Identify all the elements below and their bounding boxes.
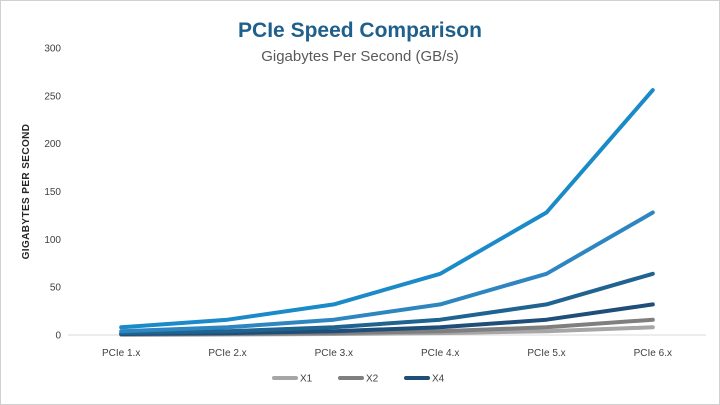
x-tick-label: PCIe 5.x xyxy=(527,348,565,359)
y-tick-label: 200 xyxy=(44,139,61,150)
legend-label-x1: X1 xyxy=(300,374,313,385)
series-lines xyxy=(119,88,655,337)
x-tick-label: PCIe 1.x xyxy=(102,348,140,359)
chart-subtitle: Gigabytes Per Second (GB/s) xyxy=(261,48,459,65)
x-tick-label: PCIe 4.x xyxy=(421,348,459,359)
y-tick-label: 0 xyxy=(55,331,61,342)
y-tick-label: 300 xyxy=(44,44,61,55)
x-axis-ticks: PCIe 1.x PCIe 2.x PCIe 3.x PCIe 4.x PCIe 5.x… xyxy=(102,348,672,359)
x-tick-label: PCIe 3.x xyxy=(315,348,353,359)
legend-label-x2: X2 xyxy=(366,374,379,385)
y-tick-label: 150 xyxy=(44,187,61,198)
y-tick-label: 100 xyxy=(44,235,61,246)
legend-label-x4: X4 xyxy=(432,374,445,385)
y-tick-label: 50 xyxy=(50,283,62,294)
y-axis-label-group: GIGABYTES PER SECOND xyxy=(21,124,32,260)
series-line-unlabeled-3 xyxy=(119,271,655,336)
legend: X1 X2 X4 xyxy=(272,374,445,385)
series-line-unlabeled-4 xyxy=(119,210,655,334)
y-axis-label: GIGABYTES PER SECOND xyxy=(21,124,32,260)
series-line-unlabeled-5 xyxy=(119,88,655,330)
x-tick-label: PCIe 2.x xyxy=(208,348,246,359)
x-tick-label: PCIe 6.x xyxy=(634,348,672,359)
y-axis-ticks: 0 50 100 150 200 250 300 xyxy=(44,44,61,342)
chart-title: PCIe Speed Comparison xyxy=(238,19,482,42)
y-tick-label: 250 xyxy=(44,91,61,102)
